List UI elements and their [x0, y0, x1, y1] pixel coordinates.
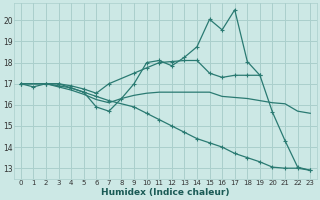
- X-axis label: Humidex (Indice chaleur): Humidex (Indice chaleur): [101, 188, 230, 197]
